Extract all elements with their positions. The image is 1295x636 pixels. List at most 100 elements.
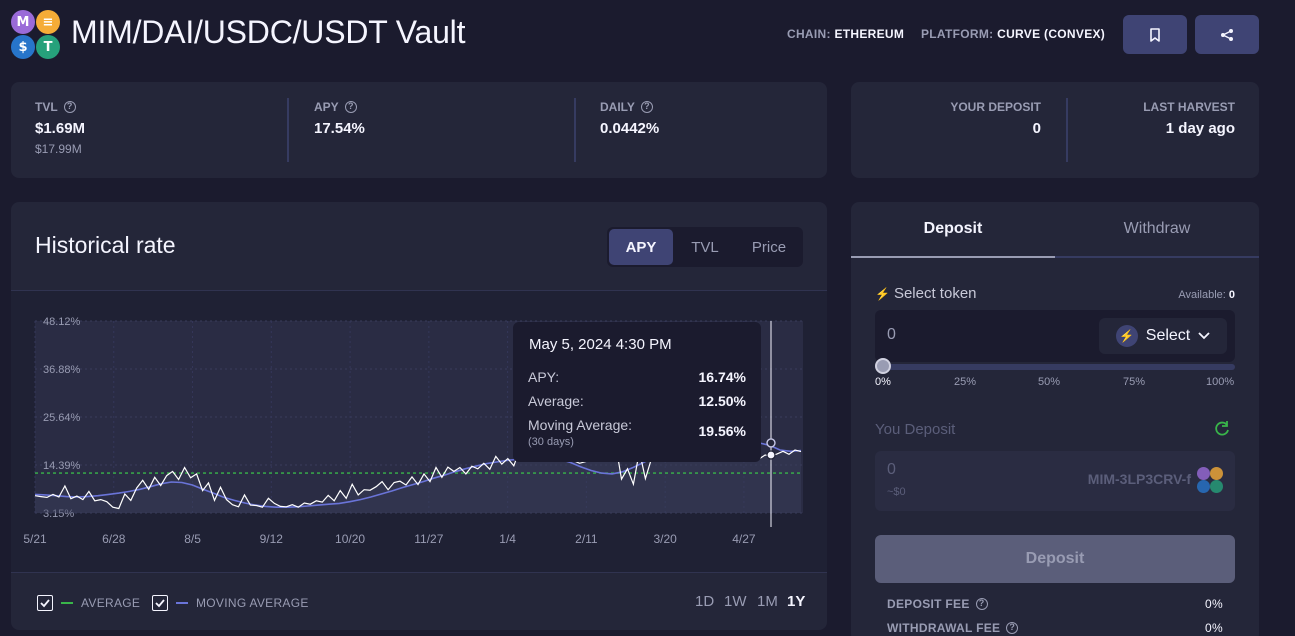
x-tick-label: 1/4 (499, 532, 516, 546)
tooltip-average-value: 12.50% (698, 393, 746, 409)
y-tick-label: 14.39% (43, 460, 81, 472)
last-harvest-label: LAST HARVEST (1143, 100, 1235, 114)
tooltip-average-label: Average: (528, 393, 584, 409)
token-select-button[interactable]: ⚡ Select (1099, 318, 1227, 354)
chevron-down-icon (1198, 332, 1210, 340)
x-tick-label: 11/27 (414, 532, 443, 546)
tab-tvl[interactable]: TVL (691, 238, 719, 256)
y-tick-label: 48.12% (43, 316, 81, 328)
you-deposit-label: You Deposit (875, 421, 956, 438)
withdrawal-fee-value: 0% (1205, 621, 1223, 635)
tvl-label: TVL (35, 100, 58, 114)
deposit-button[interactable]: Deposit (875, 535, 1235, 583)
token-zap-icon: ⚡ (1115, 325, 1138, 347)
slider-label-100[interactable]: 100% (1206, 376, 1235, 388)
legend-average[interactable]: AVERAGE (37, 595, 140, 611)
your-deposit-value: 0 (1032, 120, 1041, 137)
stats-card: TVL? $1.69M $17.99M APY? 17.54% DAILY? 0… (11, 82, 827, 178)
refresh-icon[interactable] (1213, 420, 1231, 443)
withdrawal-fee-label: WITHDRAWAL FEE (887, 621, 1001, 635)
amount-input[interactable]: 0 (887, 326, 896, 343)
apy-value: 17.54% (314, 120, 365, 137)
y-tick-label: 25.64% (43, 412, 81, 424)
apy-area (35, 430, 801, 513)
you-deposit-box: 0 ~$0 MIM-3LP3CRV-f (875, 451, 1235, 511)
legend-average-label: AVERAGE (81, 596, 141, 610)
amount-slider-handle[interactable] (875, 358, 891, 374)
page-title: MIM/DAI/USDC/USDT Vault (71, 14, 466, 50)
help-icon[interactable]: ? (1006, 622, 1019, 634)
usdc-coin-icon: $ (11, 35, 35, 59)
last-harvest-stat: LAST HARVEST 1 day ago (1143, 100, 1235, 137)
help-icon[interactable]: ? (344, 101, 357, 113)
range-1y[interactable]: 1Y (787, 593, 806, 610)
deposit-fee-row: DEPOSIT FEE? 0% (887, 597, 1223, 611)
you-deposit-token: MIM-3LP3CRV-f (1087, 471, 1191, 487)
slider-label-0[interactable]: 0% (875, 376, 891, 388)
hover-point-apy (766, 450, 776, 460)
daily-label: DAILY (600, 100, 635, 114)
tvl-subvalue: $17.99M (35, 142, 82, 156)
tooltip-apy-value: 16.74% (698, 369, 746, 385)
help-icon[interactable]: ? (63, 101, 76, 113)
tab-apy[interactable]: APY (609, 229, 673, 265)
y-tick-label: 36.88% (43, 364, 81, 376)
legend-moving-average-label: MOVING AVERAGE (196, 596, 309, 610)
y-tick-label: 3.15% (43, 508, 74, 520)
x-tick-label: 4/27 (732, 532, 756, 546)
slider-label-50[interactable]: 50% (1038, 376, 1061, 388)
apy-label: APY (314, 100, 339, 114)
slider-label-75[interactable]: 75% (1123, 376, 1146, 388)
tab-price[interactable]: Price (751, 238, 787, 256)
daily-stat: DAILY? 0.0442% (600, 100, 659, 137)
you-deposit-usd: ~$0 (887, 486, 906, 498)
amount-input-box[interactable]: 0 ⚡ Select (875, 310, 1235, 362)
range-1d[interactable]: 1D (695, 593, 715, 610)
check-icon (155, 599, 165, 608)
checkbox-average[interactable] (37, 595, 53, 611)
help-icon[interactable]: ? (640, 101, 653, 113)
chart-footer: AVERAGE MOVING AVERAGE 1D 1W 1M 1Y (11, 573, 827, 630)
platform-value: CURVE (CONVEX) (997, 27, 1106, 41)
deposit-panel: Deposit Withdraw ⚡ Select token Availabl… (851, 202, 1259, 636)
apy-stat: APY? 17.54% (314, 100, 365, 137)
usdt-coin-icon: T (36, 35, 60, 59)
deposit-fee-label: DEPOSIT FEE (887, 597, 970, 611)
mim-coin-icon: M (11, 10, 35, 34)
deposit-withdraw-tabs: Deposit Withdraw (851, 202, 1259, 258)
you-deposit-value: 0 (887, 461, 896, 478)
platform-label: PLATFORM: (921, 27, 994, 41)
lp-token-icon (1197, 467, 1225, 495)
dai-coin-icon: ≡ (36, 10, 60, 34)
tvl-value: $1.69M (35, 120, 86, 137)
tooltip-date: May 5, 2024 4:30 PM (529, 336, 672, 353)
daily-value: 0.0442% (600, 120, 660, 137)
select-token-label: ⚡ Select token (875, 285, 977, 302)
range-1m[interactable]: 1M (757, 593, 778, 610)
share-icon (1221, 28, 1233, 41)
tab-deposit[interactable]: Deposit (851, 202, 1055, 258)
help-icon[interactable]: ? (975, 598, 988, 610)
bookmark-button[interactable] (1123, 15, 1187, 54)
x-tick-label: 9/12 (260, 532, 284, 546)
x-tick-label: 6/28 (102, 532, 126, 546)
range-1w[interactable]: 1W (724, 593, 747, 610)
last-harvest-value: 1 day ago (1165, 120, 1235, 137)
checkbox-moving-average[interactable] (152, 595, 168, 611)
withdrawal-fee-row: WITHDRAWAL FEE? 0% (887, 621, 1223, 635)
tooltip-moving-average-sub: (30 days) (528, 436, 574, 448)
x-tick-label: 2/11 (575, 532, 598, 546)
divider (574, 98, 576, 162)
check-icon (40, 599, 50, 608)
moving-average-swatch (176, 602, 188, 604)
x-tick-label: 5/21 (23, 532, 47, 546)
amount-slider-track[interactable] (875, 364, 1235, 370)
tab-withdraw[interactable]: Withdraw (1055, 202, 1259, 258)
select-label: Select (1145, 327, 1191, 344)
slider-label-25[interactable]: 25% (954, 376, 977, 388)
tooltip-moving-average-label: Moving Average: (528, 417, 633, 433)
share-button[interactable] (1195, 15, 1259, 54)
tooltip-apy-label: APY: (528, 369, 560, 385)
x-tick-label: 3/20 (653, 532, 677, 546)
legend-moving-average[interactable]: MOVING AVERAGE (152, 595, 309, 611)
